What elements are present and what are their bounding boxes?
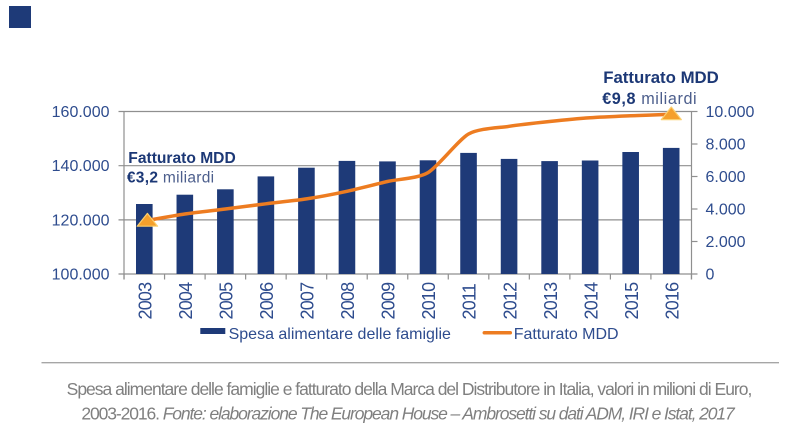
svg-text:160.000: 160.000 bbox=[52, 104, 110, 121]
svg-text:€9,8 miliardi: €9,8 miliardi bbox=[602, 90, 697, 108]
svg-text:Spesa alimentare delle famigli: Spesa alimentare delle famiglie bbox=[229, 326, 451, 343]
svg-text:2010: 2010 bbox=[419, 282, 439, 320]
svg-text:2008: 2008 bbox=[338, 282, 358, 320]
svg-text:0: 0 bbox=[706, 267, 715, 284]
svg-text:2011: 2011 bbox=[460, 283, 480, 319]
svg-text:140.000: 140.000 bbox=[52, 158, 110, 175]
svg-text:2009: 2009 bbox=[379, 282, 399, 320]
svg-text:4.000: 4.000 bbox=[706, 202, 746, 219]
svg-text:2.000: 2.000 bbox=[706, 234, 746, 251]
svg-text:2007: 2007 bbox=[298, 282, 318, 320]
svg-text:8.000: 8.000 bbox=[706, 137, 746, 154]
svg-text:2013: 2013 bbox=[541, 282, 561, 320]
svg-text:€3,2 miliardi: €3,2 miliardi bbox=[127, 170, 214, 187]
svg-text:100.000: 100.000 bbox=[52, 267, 110, 284]
svg-text:Fatturato MDD: Fatturato MDD bbox=[514, 326, 619, 343]
svg-text:Spesa alimentare delle famigli: Spesa alimentare delle famiglie e fattur… bbox=[67, 379, 752, 399]
svg-text:10.000: 10.000 bbox=[706, 104, 755, 121]
svg-text:2005: 2005 bbox=[217, 282, 237, 320]
svg-text:2003-2016. Fonte: elaborazione: 2003-2016. Fonte: elaborazione The Europ… bbox=[81, 404, 736, 424]
svg-text:2004: 2004 bbox=[176, 282, 196, 320]
svg-text:120.000: 120.000 bbox=[52, 212, 110, 229]
svg-text:6.000: 6.000 bbox=[706, 169, 746, 186]
svg-text:Fatturato MDD: Fatturato MDD bbox=[603, 68, 719, 87]
svg-text:2003: 2003 bbox=[136, 282, 156, 320]
svg-text:2006: 2006 bbox=[257, 282, 277, 320]
svg-text:2014: 2014 bbox=[581, 282, 601, 320]
svg-text:Fatturato MDD: Fatturato MDD bbox=[128, 150, 235, 167]
svg-text:2012: 2012 bbox=[500, 282, 520, 320]
svg-text:2016: 2016 bbox=[662, 282, 682, 320]
svg-text:2015: 2015 bbox=[622, 282, 642, 320]
